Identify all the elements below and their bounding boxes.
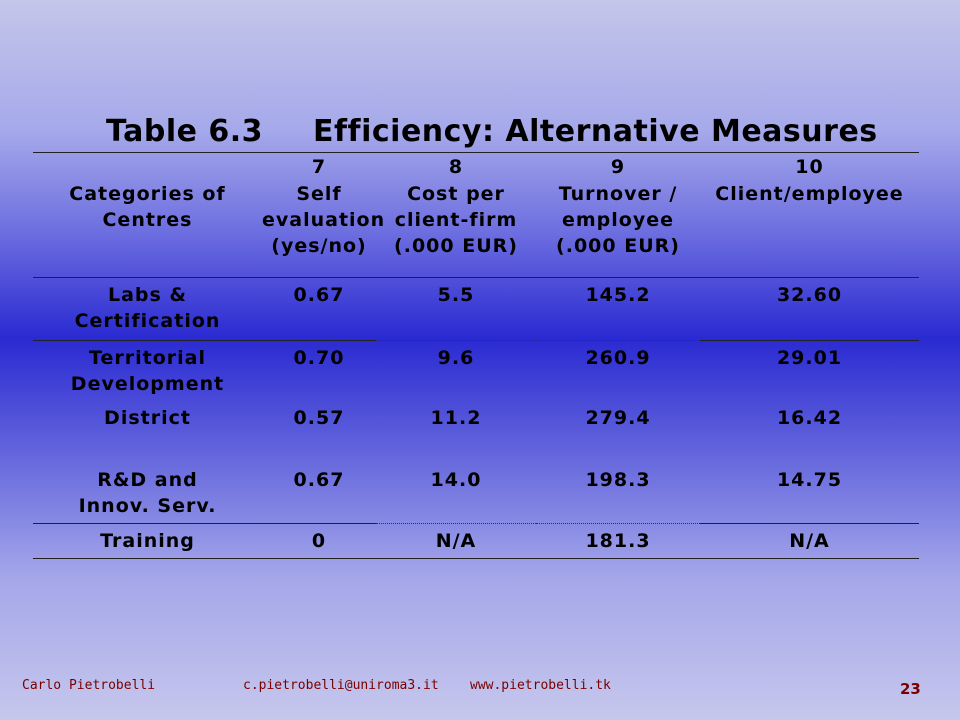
cell-turnover-employee: 279.4 [585,407,651,429]
row-category: Labs & Certification [33,277,262,341]
table-row: Territorial Development 0.70 9.6 260.9 2… [33,341,919,402]
category-line: District [104,407,191,429]
column-number [33,152,262,181]
row-category: District [33,401,262,463]
cell-cost-per-client: N/A [376,523,536,559]
cell-turnover-employee: 145.2 [536,277,700,341]
category-line: Labs & [107,284,188,306]
cell-client-employee: 16.42 [776,407,843,429]
cell-client-employee: 14.75 [700,463,919,524]
cell-cost-per-client: 14.0 [376,463,536,524]
header-line: Categories of [69,183,226,205]
column-number-row: 7 8 9 10 [33,152,919,181]
column-number: 8 [376,152,536,181]
header-line: Self [296,183,342,205]
cell-self-evaluation: 0.70 [293,347,345,369]
header-line: Cost per [407,183,505,205]
table-number: Table 6.3 [106,114,264,149]
header-line: evaluation [262,209,386,231]
category-line: R&D and [97,469,198,491]
table-row: R&D and Innov. Serv. 0.67 14.0 198.3 14.… [33,463,919,524]
header-line: Centres [102,209,193,231]
header-turnover-employee: Turnover / employee (.000 EUR) [536,181,700,278]
slide-title: Table 6.3 Efficiency: Alternative Measure… [106,114,878,149]
cell-self-evaluation: 0.57 [293,407,345,429]
row-category: R&D and Innov. Serv. [33,463,262,524]
cell-cost-per-client: 11.2 [430,407,482,429]
table-title: Efficiency: Alternative Measures [313,114,878,149]
header-line: employee [561,209,674,231]
category-line: Innov. Serv. [78,495,217,517]
column-number: 7 [262,152,376,181]
cell-turnover-employee: 181.3 [536,523,700,559]
cell-client-employee: N/A [700,523,919,559]
column-number: 10 [700,152,919,181]
row-category: Territorial Development [33,341,262,402]
header-line: Turnover / [558,183,678,205]
header-cost-per-client: Cost per client-firm (.000 EUR) [376,181,536,278]
cell-self-evaluation: 0.67 [262,463,376,524]
footer-email: c.pietrobelli@uniroma3.it [243,678,439,693]
cell-cost-per-client: 9.6 [437,347,475,369]
cell-turnover-employee: 198.3 [536,463,700,524]
header-line: Client/employee [715,183,904,205]
header-line: (.000 EUR) [394,235,518,257]
page-number: 23 [900,680,921,698]
efficiency-table: 7 8 9 10 Categories of Centres Self eval… [33,152,919,559]
category-line: Development [70,373,225,395]
cell-client-employee: 32.60 [700,277,919,341]
header-line: (yes/no) [271,235,367,257]
cell-cost-per-client: 5.5 [376,277,536,341]
row-category: Training [33,523,262,559]
header-row: Categories of Centres Self evaluation (y… [33,181,919,278]
header-client-employee: Client/employee [700,181,919,278]
table-row: Training 0 N/A 181.3 N/A [33,523,919,559]
category-line: Certification [74,310,221,332]
cell-self-evaluation: 0.67 [262,277,376,341]
header-self-evaluation: Self evaluation (yes/no) [262,181,386,278]
category-line: Territorial [89,347,206,369]
footer-website: www.pietrobelli.tk [470,678,611,693]
header-line: (.000 EUR) [556,235,680,257]
table-row: District 0.57 11.2 279.4 16.42 [33,401,919,463]
cell-client-employee: 29.01 [776,347,843,369]
column-number: 9 [536,152,700,181]
table-row: Labs & Certification 0.67 5.5 145.2 32.6… [33,277,919,341]
header-categories: Categories of Centres [33,181,262,278]
header-line: client-firm [394,209,518,231]
cell-turnover-employee: 260.9 [585,347,651,369]
category-line: Training [100,530,195,552]
footer-author: Carlo Pietrobelli [22,678,156,693]
cell-self-evaluation: 0 [262,523,376,559]
